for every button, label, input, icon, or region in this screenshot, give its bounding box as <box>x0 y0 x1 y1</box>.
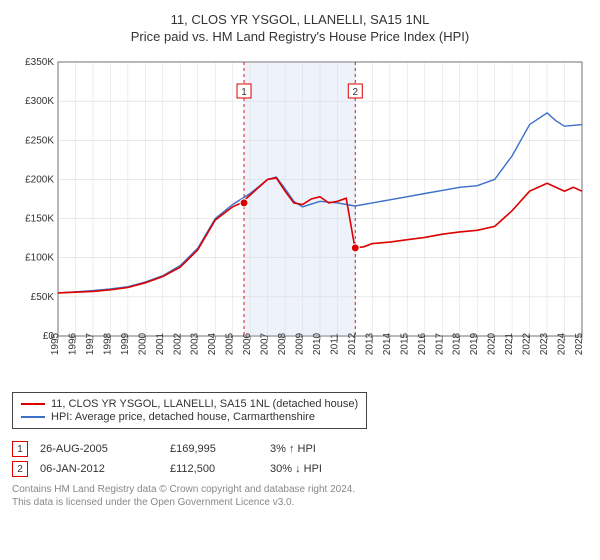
svg-text:£250K: £250K <box>25 135 54 146</box>
sale-marker: 2 <box>12 461 28 477</box>
sales-list: 1 26-AUG-2005£169,9953% ↑ HPI 2 06-JAN-2012… <box>12 441 588 477</box>
legend-swatch <box>21 403 45 405</box>
sale-date: 26-AUG-2005 <box>40 443 170 455</box>
legend-label: 11, CLOS YR YSGOL, LLANELLI, SA15 1NL (d… <box>51 398 358 410</box>
svg-text:1: 1 <box>241 87 247 98</box>
sale-date: 06-JAN-2012 <box>40 463 170 475</box>
chart-subtitle: Price paid vs. HM Land Registry's House … <box>12 29 588 44</box>
svg-text:£50K: £50K <box>31 292 55 303</box>
legend-label: HPI: Average price, detached house, Carm… <box>51 411 315 423</box>
legend: 11, CLOS YR YSGOL, LLANELLI, SA15 1NL (d… <box>12 392 367 429</box>
legend-swatch <box>21 416 45 418</box>
svg-text:£200K: £200K <box>25 174 54 185</box>
price-chart: £0£50K£100K£150K£200K£250K£300K£350K1995… <box>12 54 588 384</box>
footer-line-1: Contains HM Land Registry data © Crown c… <box>12 483 588 496</box>
footer-note: Contains HM Land Registry data © Crown c… <box>12 483 588 509</box>
sale-marker: 1 <box>12 441 28 457</box>
svg-text:2: 2 <box>353 87 359 98</box>
sale-diff: 30% ↓ HPI <box>270 463 322 475</box>
svg-text:£300K: £300K <box>25 96 54 107</box>
sale-row: 1 26-AUG-2005£169,9953% ↑ HPI <box>12 441 588 457</box>
sale-price: £169,995 <box>170 443 270 455</box>
footer-line-2: This data is licensed under the Open Gov… <box>12 496 588 509</box>
legend-item: HPI: Average price, detached house, Carm… <box>21 411 358 423</box>
legend-item: 11, CLOS YR YSGOL, LLANELLI, SA15 1NL (d… <box>21 398 358 410</box>
svg-text:£150K: £150K <box>25 214 54 225</box>
chart-title: 11, CLOS YR YSGOL, LLANELLI, SA15 1NL <box>12 12 588 27</box>
sale-row: 2 06-JAN-2012£112,50030% ↓ HPI <box>12 461 588 477</box>
sale-diff: 3% ↑ HPI <box>270 443 316 455</box>
chart-area: £0£50K£100K£150K£200K£250K£300K£350K1995… <box>12 54 588 384</box>
svg-text:£350K: £350K <box>25 57 54 68</box>
sale-price: £112,500 <box>170 463 270 475</box>
svg-text:£100K: £100K <box>25 253 54 264</box>
